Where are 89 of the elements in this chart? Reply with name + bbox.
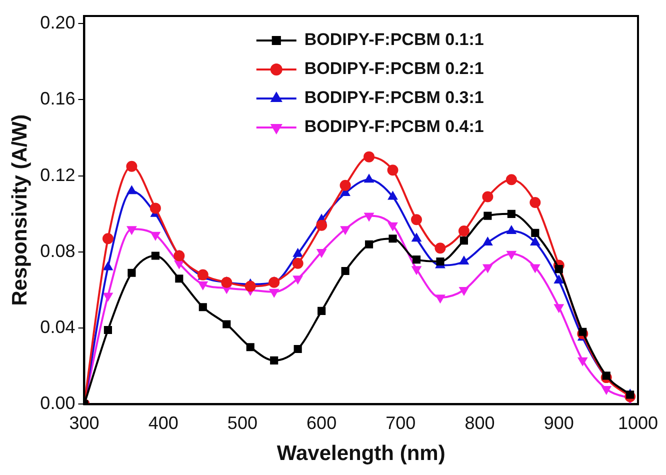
point: [482, 191, 494, 202]
point: [388, 234, 397, 243]
point: [412, 266, 422, 275]
point: [294, 344, 302, 354]
point: [174, 250, 185, 262]
point: [150, 232, 160, 240]
point: [221, 276, 232, 288]
x-tick-label: 300: [69, 412, 100, 433]
legend-label: BODIPY-F:PCBM 0.4:1: [304, 117, 484, 136]
point: [293, 276, 303, 284]
point: [126, 160, 138, 172]
point: [244, 280, 256, 292]
point: [126, 186, 137, 194]
point: [459, 287, 469, 296]
point: [364, 151, 375, 162]
point: [458, 226, 470, 237]
point: [554, 265, 563, 274]
y-tick-label: 0.16: [40, 88, 76, 109]
point: [387, 164, 398, 176]
point: [578, 357, 588, 366]
point: [175, 274, 184, 283]
point: [364, 240, 374, 248]
y-tick-label: 0.20: [40, 12, 76, 33]
point: [507, 210, 516, 218]
point: [388, 191, 398, 200]
point: [506, 226, 516, 234]
point: [578, 328, 587, 336]
point: [341, 266, 350, 276]
y-tick-label: 0.00: [40, 393, 76, 414]
point: [506, 250, 516, 260]
x-tick-label: 500: [227, 412, 258, 433]
x-tick-label: 1000: [618, 412, 658, 433]
point: [436, 257, 444, 266]
x-tick-label: 600: [306, 412, 337, 433]
point: [388, 222, 398, 231]
legend-label: BODIPY-F:PCBM 0.1:1: [304, 30, 484, 50]
y-axis-title: Responsivity (A/W): [8, 114, 32, 306]
legend-label: BODIPY-F:PCBM 0.2:1: [304, 59, 484, 78]
point: [102, 233, 114, 244]
point: [222, 320, 231, 328]
x-axis-title: Wavelength (nm): [276, 442, 446, 466]
point: [103, 292, 113, 302]
point: [602, 386, 612, 394]
x-tick-label: 700: [386, 412, 416, 433]
y-tick-label: 0.04: [40, 317, 76, 338]
point: [340, 180, 351, 191]
point: [104, 326, 112, 334]
point: [318, 306, 326, 315]
point: [530, 236, 540, 246]
point: [340, 226, 350, 235]
point: [293, 248, 303, 257]
point: [268, 276, 280, 288]
point: [531, 228, 540, 237]
point: [270, 356, 278, 364]
point: [410, 214, 422, 226]
x-tick-label: 400: [148, 412, 178, 433]
point: [530, 196, 541, 208]
point: [412, 233, 422, 242]
point: [103, 262, 113, 270]
point: [364, 212, 374, 222]
point: [364, 174, 374, 183]
x-tick-label: 900: [544, 412, 574, 433]
point: [126, 226, 137, 235]
y-tick-label: 0.12: [40, 164, 76, 185]
point: [460, 236, 468, 245]
point: [198, 303, 207, 312]
point: [435, 294, 446, 304]
point: [316, 248, 326, 258]
x-tick-label: 800: [464, 412, 495, 433]
point: [482, 264, 493, 273]
point: [554, 275, 564, 284]
point: [506, 174, 517, 186]
legend-label: BODIPY-F:PCBM 0.3:1: [304, 88, 484, 108]
point: [198, 281, 208, 290]
point: [292, 258, 304, 269]
point: [128, 268, 136, 277]
point: [434, 242, 446, 254]
point: [484, 212, 492, 220]
point: [554, 304, 564, 313]
point: [246, 343, 254, 352]
point: [269, 288, 279, 298]
point: [412, 256, 421, 264]
y-tick-label: 0.08: [40, 240, 76, 261]
point: [316, 220, 328, 231]
point: [482, 236, 493, 246]
point: [150, 202, 161, 214]
point: [151, 252, 160, 260]
point: [174, 260, 184, 269]
point: [530, 264, 540, 273]
